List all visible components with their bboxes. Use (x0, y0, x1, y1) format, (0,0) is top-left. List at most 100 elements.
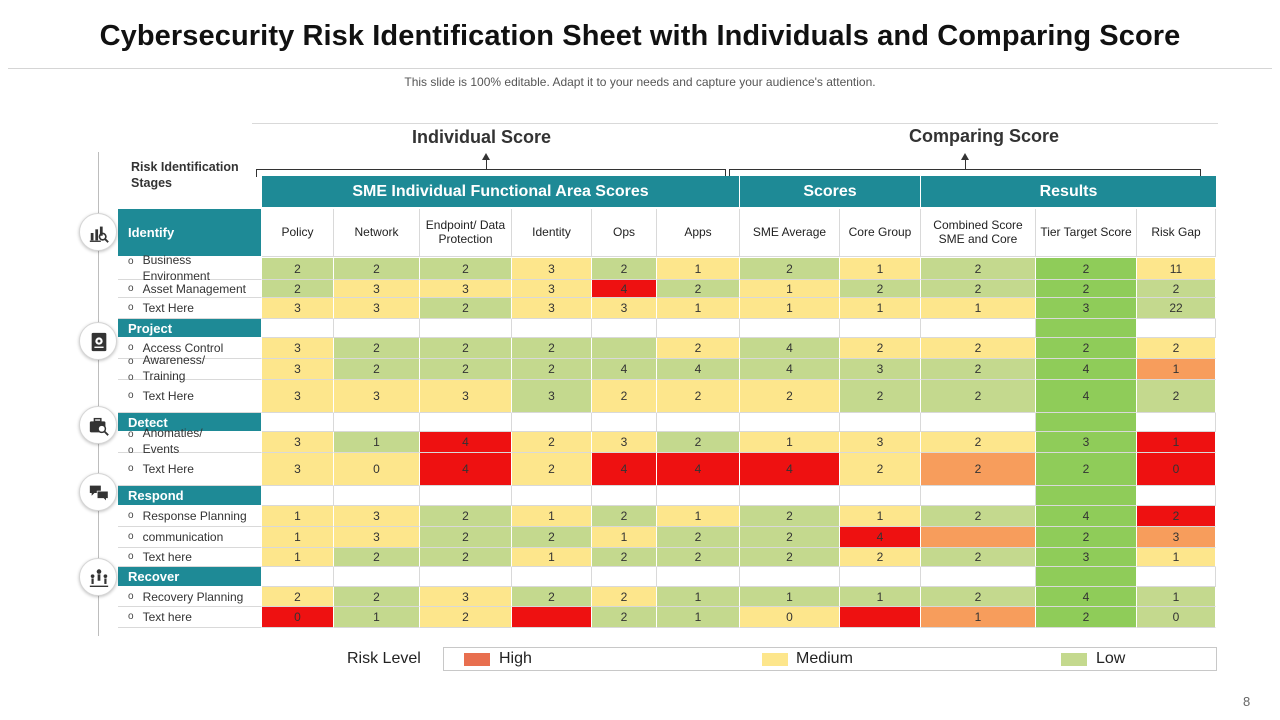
blank-cell (921, 413, 1036, 432)
score-cell: 2 (1036, 527, 1137, 548)
blank-cell (657, 567, 740, 587)
score-cell: 2 (921, 380, 1036, 413)
table-row: o Access Control 3 2 2 2 2 4 2 2 2 2 (118, 338, 1216, 359)
blank-cell (334, 567, 420, 587)
score-cell: 1 (840, 506, 921, 527)
blank-cell (840, 413, 921, 432)
score-cell: 2 (1137, 280, 1216, 298)
row-label-line: o Events (128, 442, 180, 456)
score-cell: 2 (1137, 506, 1216, 527)
score-cell: 3 (840, 432, 921, 453)
score-cell: 2 (840, 453, 921, 486)
row-label-business-environment: oBusinessoEnvironment (118, 253, 262, 283)
score-cell: 4 (740, 453, 840, 486)
page-number: 8 (1243, 694, 1251, 709)
table-row: o Text Here 3 3 2 3 3 1 1 1 1 3 22 (118, 298, 1216, 319)
stage-row: Recover (118, 567, 1216, 587)
score-cell: 2 (921, 359, 1036, 380)
table-row: o Awareness/o Training 3 2 2 2 4 4 4 3 2 4 1 (118, 353, 1216, 383)
blank-cell (262, 413, 334, 432)
row-label-text: oBusinessoEnvironment (128, 253, 210, 285)
score-cell: 2 (1137, 380, 1216, 413)
blank-cell (1036, 319, 1137, 338)
score-cell: 2 (921, 258, 1036, 280)
score-cell: 3 (512, 380, 592, 413)
blank-cell (512, 319, 592, 338)
blank-cell (512, 413, 592, 432)
score-cell: 1 (262, 527, 334, 548)
score-cell: 2 (420, 338, 512, 359)
score-cell: 1 (1137, 587, 1216, 607)
score-cell: 1 (921, 607, 1036, 628)
score-cell: 1 (657, 506, 740, 527)
score-cell: 2 (840, 280, 921, 298)
score-cell: 2 (420, 548, 512, 567)
score-cell: 0 (740, 607, 840, 628)
stage-respond: Respond (118, 486, 262, 506)
score-cell: 2 (921, 453, 1036, 486)
score-cell: 4 (657, 453, 740, 486)
score-cell: 2 (420, 359, 512, 380)
score-cell: 1 (1137, 548, 1216, 567)
blank-cell (1036, 567, 1137, 587)
score-cell: 1 (840, 258, 921, 280)
score-cell: 2 (657, 338, 740, 359)
score-cell: 2 (921, 587, 1036, 607)
table-row: o Text here 0 1 2 2 1 0 1 2 0 (118, 607, 1216, 628)
blank-cell (334, 319, 420, 338)
score-cell: 3 (592, 298, 657, 319)
score-cell: 3 (262, 338, 334, 359)
bullet-icon: o (128, 531, 134, 542)
table-row: o Response Planning 1 3 2 1 2 1 2 1 2 4 2 (118, 506, 1216, 527)
score-cell: 1 (334, 607, 420, 628)
table-row: o Text Here 3 3 3 3 2 2 2 2 2 4 2 (118, 380, 1216, 413)
blank-cell (420, 319, 512, 338)
score-cell: 4 (592, 453, 657, 486)
score-cell: 2 (657, 548, 740, 567)
score-cell: 2 (592, 258, 657, 280)
score-cell: 1 (740, 432, 840, 453)
score-cell: 2 (840, 548, 921, 567)
score-cell: 4 (1036, 587, 1137, 607)
score-cell: 1 (740, 587, 840, 607)
row-label-text: Recovery Planning (142, 589, 244, 604)
score-cell: 2 (1036, 280, 1137, 298)
score-cell: 1 (657, 587, 740, 607)
column-header-network: Network (334, 209, 420, 257)
row-label-line: o Awareness/ (128, 353, 206, 367)
bullet-icon: o (128, 302, 134, 313)
score-cell: 2 (740, 548, 840, 567)
score-cell: 3 (1036, 548, 1137, 567)
score-cell: 3 (512, 280, 592, 298)
score-cell: 1 (840, 587, 921, 607)
row-label-text-here: o Text Here (118, 380, 262, 413)
stage-detect: Detect (118, 413, 262, 432)
score-cell: 1 (262, 548, 334, 567)
score-cell: 2 (1036, 338, 1137, 359)
blank-cell (592, 567, 657, 587)
team-icon (79, 558, 117, 596)
score-cell: 4 (1036, 359, 1137, 380)
bullet-icon: o (128, 510, 134, 521)
row-label-text-here: o Text here (118, 548, 262, 567)
score-cell: 2 (740, 258, 840, 280)
score-cell: 2 (420, 298, 512, 319)
bullet-icon: o (128, 551, 134, 562)
score-cell: 2 (592, 506, 657, 527)
score-cell: 4 (1036, 380, 1137, 413)
bullet-icon: o (128, 463, 134, 474)
score-cell: 4 (592, 359, 657, 380)
table-row: oBusinessoEnvironment222321212211 (118, 253, 1216, 283)
blank-cell (740, 567, 840, 587)
legend-low-label: Low (1096, 650, 1126, 667)
score-cell: 3 (420, 587, 512, 607)
score-cell: 1 (921, 298, 1036, 319)
column-header-policy: Policy (262, 209, 334, 257)
score-cell: 2 (262, 280, 334, 298)
row-label-recovery-planning: o Recovery Planning (118, 587, 262, 607)
row-label-text: Text here (142, 550, 192, 564)
bullet-icon: o (128, 611, 134, 622)
comparing-bracket (729, 169, 1201, 177)
bullet-icon: o (128, 282, 134, 294)
score-cell: 4 (420, 432, 512, 453)
